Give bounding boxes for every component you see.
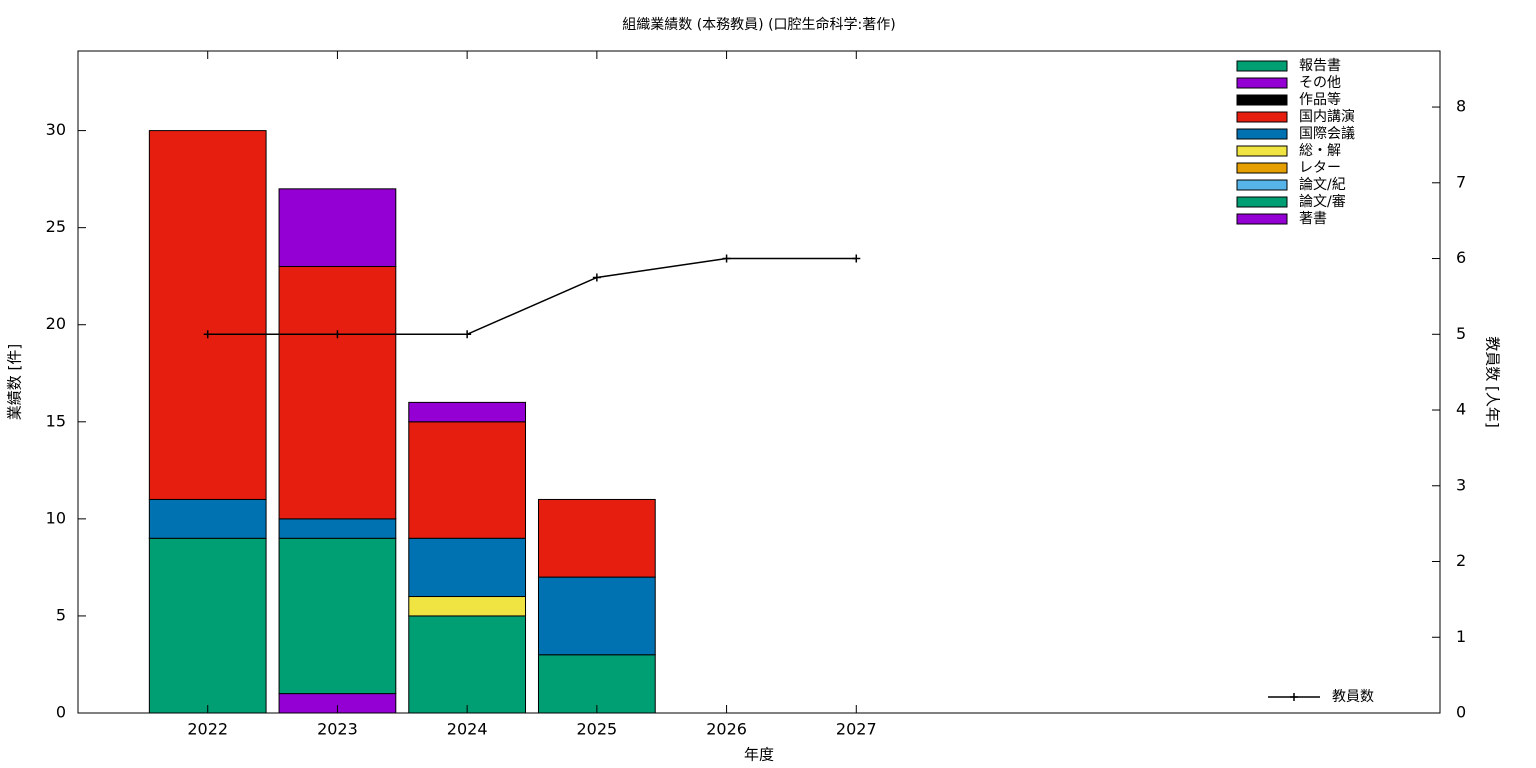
y2-tick-label: 3 — [1456, 475, 1466, 494]
y2-tick-label: 4 — [1456, 400, 1466, 419]
bar-segment — [278, 518, 397, 539]
legend-label: 論文/紀 — [1299, 177, 1346, 193]
bar-segment — [148, 130, 267, 500]
chart-title: 組織業績数 (本務教員) (口腔生命科学:著作) — [622, 16, 895, 33]
y2-tick-label: 6 — [1456, 248, 1466, 267]
bar-segment — [408, 401, 527, 423]
y2-tick-label: 8 — [1456, 97, 1466, 116]
y2-tick-label: 2 — [1456, 551, 1466, 570]
legend-label: 論文/審 — [1299, 194, 1346, 210]
bar-segment — [537, 654, 656, 714]
legend-swatch — [1236, 128, 1288, 140]
y2-tick-label: 7 — [1456, 172, 1466, 191]
legend-label: 報告書 — [1299, 58, 1341, 74]
point — [852, 254, 861, 263]
legend-label: 総・解 — [1299, 143, 1341, 159]
bar-segment — [537, 576, 656, 656]
y-tick-label: 20 — [46, 314, 66, 333]
y-tick-label: 15 — [46, 411, 66, 430]
x-tick-label: 2026 — [706, 720, 747, 739]
y-tick-label: 0 — [56, 703, 66, 722]
y2-axis-label: 教員数 [人年] — [1484, 336, 1502, 427]
bar-segment — [408, 596, 527, 617]
point — [592, 273, 601, 282]
legend-label: 著書 — [1299, 211, 1327, 227]
bar-segment — [408, 421, 527, 539]
plot-frame — [77, 50, 1441, 714]
legend-point — [1290, 693, 1298, 701]
point — [722, 254, 731, 263]
y-axis-label: 業績数 [件] — [6, 344, 24, 420]
legend-swatch — [1236, 60, 1288, 72]
legend-swatch — [1236, 77, 1288, 89]
legend-label: その他 — [1299, 75, 1341, 91]
legend-label: レター — [1299, 160, 1341, 176]
legend-label: 作品等 — [1299, 91, 1341, 108]
legend-label: 国際会議 — [1299, 125, 1355, 142]
point — [203, 330, 212, 339]
x-axis-label: 年度 — [744, 746, 774, 764]
bar-segment — [408, 615, 527, 714]
legend-swatch — [1236, 162, 1288, 174]
bar-segment — [278, 265, 397, 520]
x-tick-label: 2025 — [576, 720, 617, 739]
y-tick-label: 25 — [46, 217, 66, 236]
y-tick-label: 30 — [46, 120, 66, 139]
x-tick-label: 2024 — [447, 720, 488, 739]
bar-segment — [148, 537, 267, 714]
bar-segment — [537, 498, 656, 578]
legend-swatch — [1236, 179, 1288, 191]
y2-tick-label: 0 — [1456, 703, 1466, 722]
bar-segment — [148, 498, 267, 539]
legend-swatch — [1236, 196, 1288, 208]
y-tick-label: 10 — [46, 508, 66, 527]
x-tick-label: 2027 — [836, 720, 877, 739]
legend-swatch — [1236, 94, 1288, 106]
y2-tick-label: 1 — [1456, 627, 1466, 646]
legend-label: 教員数 — [1332, 689, 1374, 705]
point — [463, 330, 472, 339]
bar-segment — [278, 537, 397, 695]
y2-tick-label: 5 — [1456, 324, 1466, 343]
legend-swatch — [1236, 145, 1288, 157]
x-tick-label: 2023 — [317, 720, 358, 739]
legend-swatch — [1236, 111, 1288, 123]
bar-segment — [408, 537, 527, 598]
legend-label: 国内講演 — [1299, 109, 1355, 125]
x-tick-label: 2022 — [187, 720, 228, 739]
legend-swatch — [1236, 213, 1288, 225]
line — [207, 257, 857, 336]
y-tick-label: 5 — [56, 605, 66, 624]
bar-segment — [278, 188, 397, 267]
point — [333, 330, 342, 339]
